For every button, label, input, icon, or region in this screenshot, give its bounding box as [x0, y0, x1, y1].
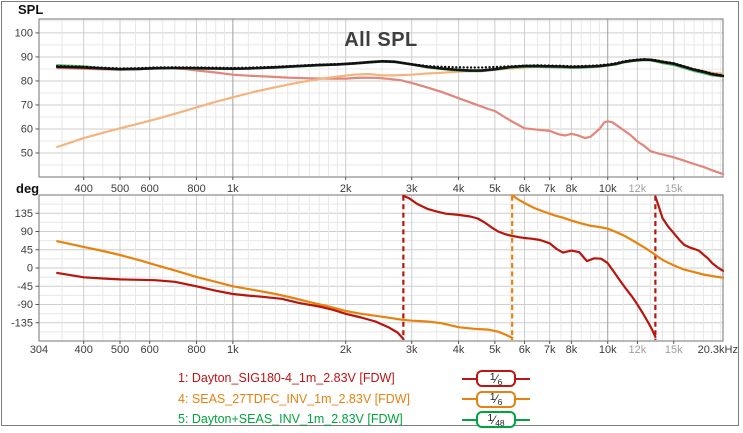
y-tick-label: 45 — [21, 244, 33, 256]
legend-label: 5: Dayton+SEAS_INV_1m_2.83V [FDW] — [178, 412, 403, 426]
x-tick-label: 15k — [665, 344, 683, 356]
x-tick-label: 800 — [187, 183, 205, 195]
curve-dayton_spl — [56, 66, 724, 176]
x-tick-label: 500 — [111, 344, 129, 356]
mid-frequency-labels: 400 500 600 800 1k 2k 3k 4k 5k 6k 7k 8k 10k 12k 15k — [74, 183, 683, 195]
spl-y-tick-labels: 50 60 70 80 90 100 — [15, 27, 33, 159]
x-tick-label: 10k — [599, 183, 617, 195]
badge-line-right — [516, 418, 530, 421]
curve-dayton_phase — [56, 271, 405, 341]
x-tick-label: 1k — [227, 344, 239, 356]
spl-ticks — [35, 32, 675, 180]
smoothing-value: 1 ⁄ 6 — [476, 390, 516, 408]
x-tick-label: 2k — [340, 344, 352, 356]
x-tick-label: 7k — [544, 344, 556, 356]
phase-y-tick-labels: -135 -90 -45 0 45 90 135 — [11, 208, 33, 330]
y-tick-label: 70 — [21, 99, 33, 111]
x-tick-label: 600 — [141, 344, 159, 356]
y-tick-label: 100 — [15, 27, 33, 39]
x-tick-label: 400 — [74, 183, 92, 195]
x-tick-label: 8k — [566, 183, 578, 195]
y-tick-label: 50 — [21, 147, 33, 159]
x-tick-label: 4k — [453, 183, 465, 195]
x-tick-label: 5k — [489, 183, 501, 195]
curve-dayton_phase — [654, 195, 724, 272]
smoothing-numerator: 1 — [489, 391, 496, 403]
spl-curves — [55, 58, 724, 176]
y-tick-label: -45 — [17, 281, 33, 293]
smoothing-denominator: 48 — [495, 417, 505, 428]
x-tick-label: 6k — [519, 183, 531, 195]
legend-item-2[interactable]: 4: SEAS_27TDFC_INV_1m_2.83V [FDW] — [178, 392, 410, 408]
smoothing-denominator: 6 — [497, 397, 503, 407]
smoothing-numerator: 1 — [489, 370, 496, 383]
badge-line-left — [462, 418, 476, 421]
x-tick-label: 3k — [406, 344, 418, 356]
smoothing-badge-3[interactable]: 1 ⁄ 48 — [462, 411, 530, 428]
x-tick-label: 20.3kHz — [698, 344, 738, 356]
x-tick-label: 5k — [489, 344, 501, 356]
y-tick-label: 60 — [21, 123, 33, 135]
x-tick-label: 3k — [406, 183, 418, 195]
x-tick-label: 6k — [519, 344, 531, 356]
y-tick-label: 90 — [21, 51, 33, 63]
x-tick-label: 12k — [629, 344, 647, 356]
x-tick-label: 10k — [599, 344, 617, 356]
phase-ticks — [35, 212, 675, 344]
deg-axis-unit-label: deg — [16, 181, 40, 196]
y-tick-label: 135 — [15, 208, 33, 220]
curve-dayton_phase — [402, 194, 657, 338]
y-tick-label: -90 — [17, 299, 33, 311]
y-tick-label: 0 — [27, 263, 33, 275]
phase-chart: -135 -90 -45 0 45 90 135 — [11, 194, 724, 344]
smoothing-badge-1[interactable]: 1 ⁄ 6 — [462, 370, 530, 387]
y-tick-label: 90 — [21, 226, 33, 238]
legend-item-1[interactable]: 1: Dayton_SIG180-4_1m_2.83V [FDW] — [178, 371, 395, 387]
y-tick-label: -135 — [11, 317, 33, 329]
badge-line-left — [462, 398, 476, 400]
x-tick-label: 2k — [340, 183, 352, 195]
x-tick-label: 600 — [141, 183, 159, 195]
spl-chart: 50 60 70 80 90 100 — [15, 18, 724, 180]
x-tick-label: 1k — [227, 183, 239, 195]
spl-axis-unit-label: SPL — [18, 2, 44, 17]
smoothing-denominator: 6 — [497, 376, 503, 387]
x-tick-label: 500 — [111, 183, 129, 195]
x-tick-label: 4k — [453, 344, 465, 356]
curve-seas_phase — [511, 194, 724, 279]
spl-plot-frame — [38, 18, 724, 178]
smoothing-value: 1 ⁄ 48 — [476, 411, 516, 428]
bottom-frequency-labels: 304 400 500 600 800 1k 2k 3k 4k 5k 6k 7k 8k 10k 12k 15k… — [30, 344, 738, 356]
y-tick-label: 80 — [21, 75, 33, 87]
badge-line-left — [462, 377, 476, 380]
curve-sum_black — [55, 58, 724, 78]
x-tick-label: 400 — [74, 344, 92, 356]
spl-grid — [39, 19, 723, 177]
legend-label: 1: Dayton_SIG180-4_1m_2.83V [FDW] — [178, 371, 395, 385]
legend-item-3[interactable]: 5: Dayton+SEAS_INV_1m_2.83V [FDW] — [178, 412, 403, 428]
smoothing-badge-2[interactable]: 1 ⁄ 6 — [462, 390, 530, 408]
smoothing-numerator: 1 — [487, 411, 494, 424]
fraction-slash: ⁄ — [495, 371, 498, 386]
x-tick-label: 15k — [665, 183, 683, 195]
phase-curves — [56, 194, 724, 341]
fraction-slash: ⁄ — [495, 392, 498, 406]
x-tick-label: 12k — [629, 183, 647, 195]
x-tick-label: 8k — [566, 344, 578, 356]
smoothing-value: 1 ⁄ 6 — [476, 370, 516, 387]
badge-line-right — [516, 377, 530, 380]
legend-label: 4: SEAS_27TDFC_INV_1m_2.83V [FDW] — [178, 391, 411, 406]
curve-seas_phase — [56, 240, 514, 339]
fraction-slash: ⁄ — [493, 412, 496, 427]
phase-grid — [39, 195, 723, 341]
x-tick-label: 7k — [544, 183, 556, 195]
x-tick-label: 304 — [30, 344, 48, 356]
badge-line-right — [516, 398, 530, 400]
x-tick-label: 800 — [187, 344, 205, 356]
